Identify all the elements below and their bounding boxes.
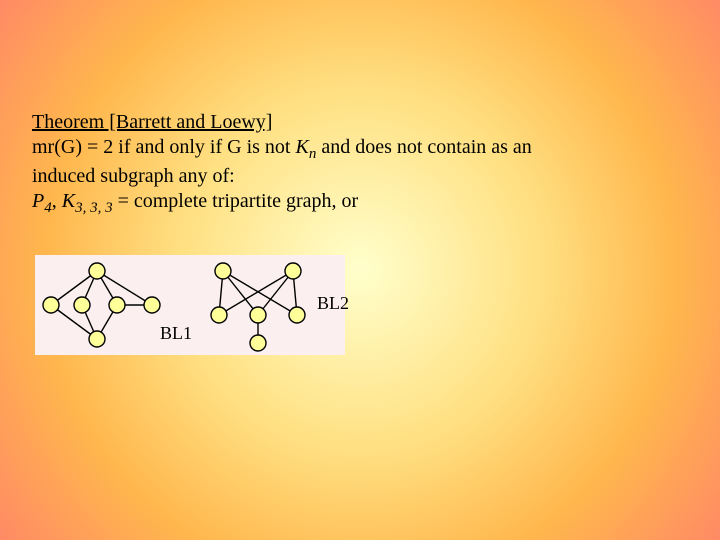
graph-node xyxy=(43,297,59,313)
graph-node xyxy=(289,307,305,323)
text-part: mr(G) = 2 if and only if G is not xyxy=(32,136,295,158)
theorem-line-2: induced subgraph any of: xyxy=(32,164,682,189)
bl2-label: BL2 xyxy=(317,293,349,314)
k333-symbol: K xyxy=(62,190,75,212)
graph-node xyxy=(89,263,105,279)
kn-symbol: K xyxy=(295,136,308,158)
bl1-label: BL1 xyxy=(160,323,192,344)
graphs-panel: BL1 BL2 xyxy=(35,255,345,355)
graph-node xyxy=(215,263,231,279)
theorem-line-3: P4, K3, 3, 3 = complete tripartite graph… xyxy=(32,189,682,218)
graph-node xyxy=(250,335,266,351)
p4-symbol: P xyxy=(32,190,44,212)
text-part: = complete tripartite graph, or xyxy=(113,190,359,212)
k333-subscript: 3, 3, 3 xyxy=(75,200,113,216)
text-part: , xyxy=(52,190,62,212)
graph-node xyxy=(89,331,105,347)
bl2-graph xyxy=(205,257,315,353)
graph-edge xyxy=(97,271,152,305)
bl1-graph xyxy=(37,257,177,353)
graph-node xyxy=(250,307,266,323)
graph-node xyxy=(109,297,125,313)
graph-node xyxy=(211,307,227,323)
graph-node xyxy=(74,297,90,313)
graph-node xyxy=(285,263,301,279)
theorem-title: Theorem [Barrett and Loewy] xyxy=(32,111,272,133)
text-part: and does not contain as an xyxy=(316,136,532,158)
p4-subscript: 4 xyxy=(44,200,52,216)
graph-node xyxy=(144,297,160,313)
theorem-text-block: Theorem [Barrett and Loewy] mr(G) = 2 if… xyxy=(32,110,682,218)
theorem-title-line: Theorem [Barrett and Loewy] xyxy=(32,110,682,135)
theorem-line-1: mr(G) = 2 if and only if G is not Kn and… xyxy=(32,135,682,164)
